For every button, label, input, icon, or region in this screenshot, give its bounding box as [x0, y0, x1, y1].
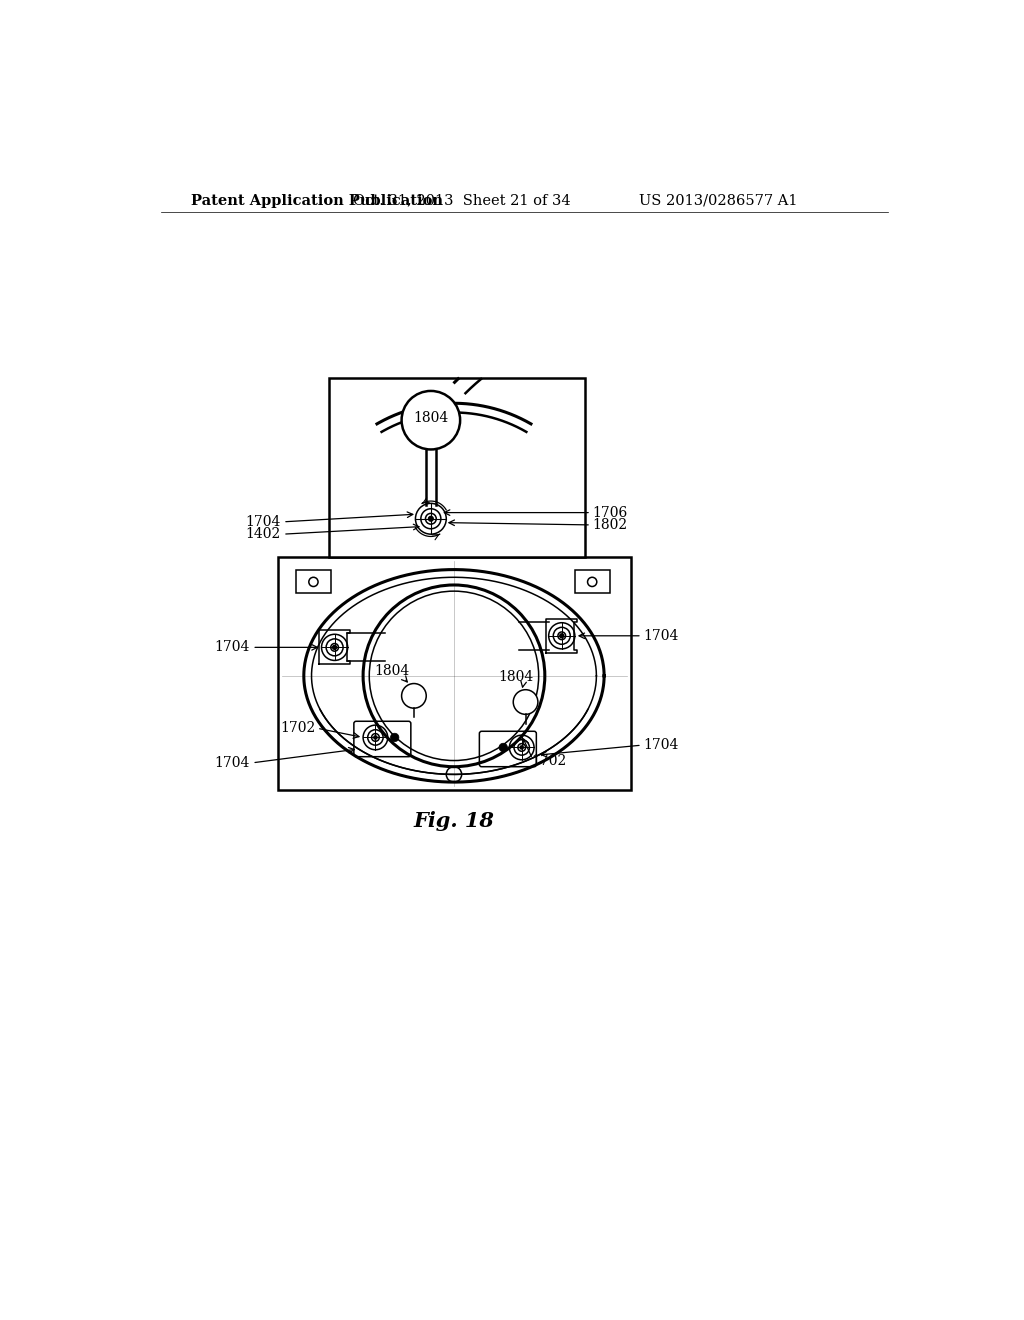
- Bar: [279, 557, 631, 789]
- Circle shape: [520, 746, 523, 748]
- Circle shape: [513, 689, 538, 714]
- Bar: [330, 378, 585, 557]
- Text: US 2013/0286577 A1: US 2013/0286577 A1: [639, 194, 798, 207]
- Circle shape: [560, 634, 563, 638]
- Text: 1704: 1704: [246, 515, 281, 529]
- Circle shape: [401, 684, 426, 709]
- Bar: [296, 570, 331, 594]
- Text: 1804: 1804: [414, 411, 449, 425]
- Circle shape: [374, 737, 377, 739]
- Bar: [574, 570, 609, 594]
- Text: Oct. 31, 2013  Sheet 21 of 34: Oct. 31, 2013 Sheet 21 of 34: [353, 194, 570, 207]
- Text: 1706: 1706: [593, 506, 628, 520]
- Circle shape: [333, 645, 337, 649]
- Text: 1704: 1704: [643, 628, 679, 643]
- Circle shape: [429, 516, 433, 521]
- Text: Fig. 18: Fig. 18: [414, 810, 495, 830]
- Circle shape: [499, 743, 508, 751]
- Text: Patent Application Publication: Patent Application Publication: [190, 194, 442, 207]
- Text: 1402: 1402: [246, 527, 281, 541]
- Text: 1704: 1704: [215, 756, 250, 770]
- Text: 1704: 1704: [643, 738, 679, 752]
- Text: 1704: 1704: [215, 640, 250, 655]
- Text: 1804: 1804: [498, 669, 534, 684]
- Text: 1802: 1802: [593, 517, 628, 532]
- Text: 1702: 1702: [531, 754, 566, 767]
- Text: 1804: 1804: [375, 664, 410, 678]
- Circle shape: [390, 733, 399, 742]
- Text: 1702: 1702: [281, 721, 315, 735]
- Circle shape: [401, 391, 460, 449]
